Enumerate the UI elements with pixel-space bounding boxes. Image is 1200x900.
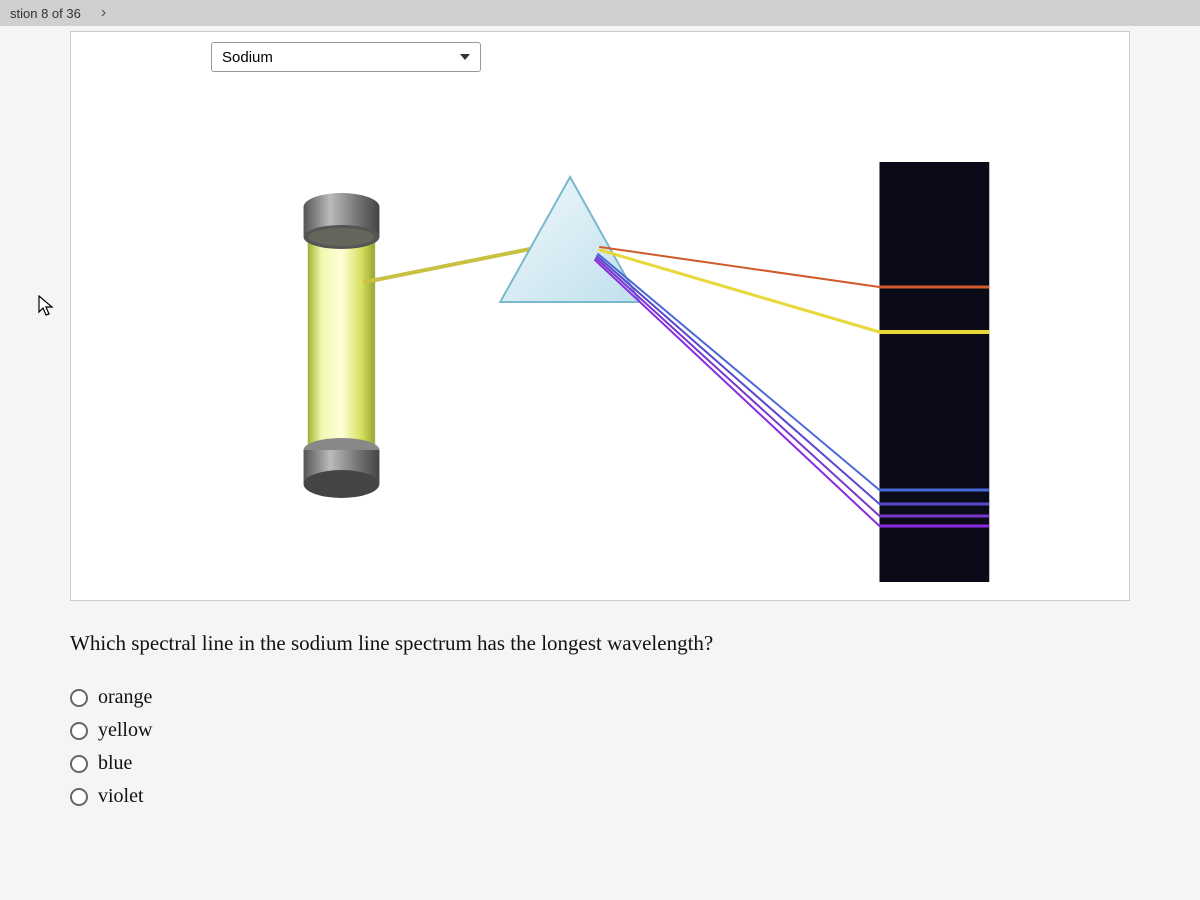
question-block: Which spectral line in the sodium line s… [70,601,1130,808]
spectrum-screen [879,162,989,582]
option-label: orange [98,686,152,709]
question-nav-header: stion 8 of 36 › [0,0,1200,26]
cursor-icon [38,295,54,323]
discharge-tube [304,193,380,498]
question-text: Which spectral line in the sodium line s… [70,631,1130,656]
question-progress: stion 8 of 36 [10,6,81,21]
radio-icon[interactable] [70,722,88,740]
answer-option[interactable]: blue [70,752,1130,775]
refracted-beams [595,247,879,526]
radio-icon[interactable] [70,788,88,806]
answer-options: orange yellow blue violet [70,686,1130,808]
radio-icon[interactable] [70,689,88,707]
option-label: blue [98,752,132,775]
main-content: Sodium [0,31,1200,808]
chevron-down-icon [460,54,470,60]
answer-option[interactable]: orange [70,686,1130,709]
spectrum-svg [71,72,1129,602]
element-dropdown[interactable]: Sodium [211,42,481,72]
next-arrow-icon[interactable]: › [101,4,106,22]
option-label: yellow [98,719,152,742]
option-label: violet [98,785,144,808]
answer-option[interactable]: violet [70,785,1130,808]
dropdown-selected-label: Sodium [222,49,273,66]
spectrum-diagram-panel: Sodium [70,31,1130,601]
radio-icon[interactable] [70,755,88,773]
answer-option[interactable]: yellow [70,719,1130,742]
